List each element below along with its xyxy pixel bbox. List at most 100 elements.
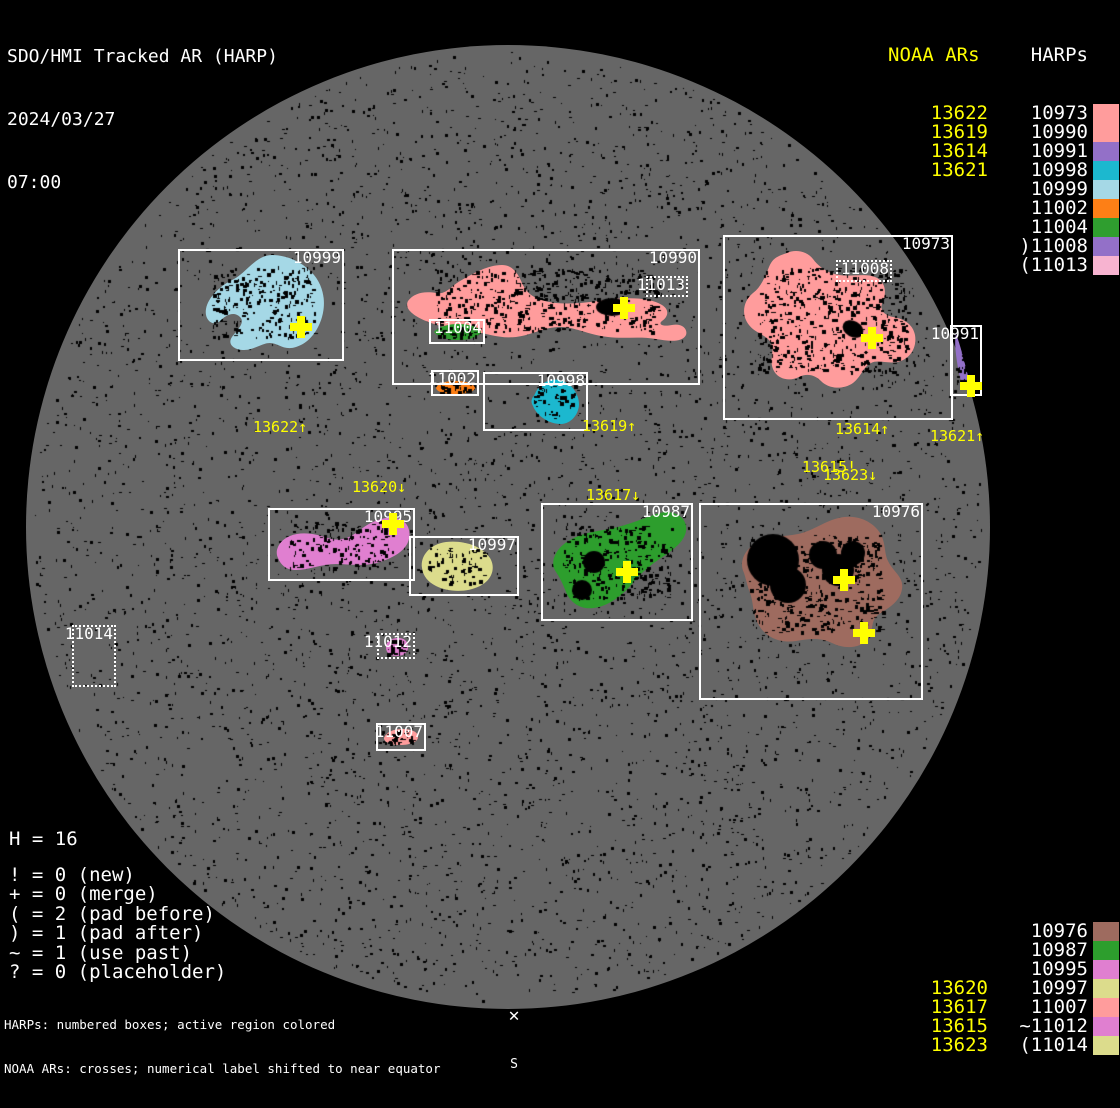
- legend-top-color-swatch: [1093, 218, 1119, 237]
- legend-bottom-noaa-ar: 13617: [930, 996, 988, 1018]
- harp-box-11004[interactable]: 11004: [429, 319, 485, 344]
- harp-box-10997[interactable]: 10997: [409, 536, 519, 596]
- legend-bottom-harp-id: 10997: [1030, 977, 1088, 999]
- harp-box-10999[interactable]: 10999: [178, 249, 344, 361]
- footnote-line-1: HARPs: numbered boxes; active region col…: [4, 1017, 336, 1032]
- noaa-cross-13623: [853, 622, 875, 644]
- harp-box-label-11012: 11012: [363, 632, 412, 651]
- harp-box-10991[interactable]: 10991: [931, 325, 982, 396]
- legend-top-color-swatch: [1093, 199, 1119, 218]
- legend-bottom-harp-id: 11007: [1030, 996, 1088, 1018]
- harp-box-11014[interactable]: 11014: [65, 625, 116, 687]
- legend-top-harp-id: 10991: [1030, 140, 1088, 162]
- pole-label: S: [510, 1057, 518, 1072]
- legend-bottom-color-swatch: [1093, 922, 1119, 941]
- legend-bottom-harp-id: 10976: [1030, 920, 1088, 942]
- legend-bottom-row: 13623 (11014: [888, 1036, 1119, 1055]
- noaa-cross-13621: [960, 375, 982, 397]
- noaa-cross-13617: [616, 561, 638, 583]
- noaa-ar-label-13617: 13617↓: [586, 486, 641, 504]
- legend-top-row: 11002: [888, 199, 1119, 218]
- noaa-ar-label-13623: 13623↓: [823, 466, 878, 484]
- harp-box-10987[interactable]: 10987: [541, 503, 693, 621]
- legend-bottom-color-swatch: [1093, 998, 1119, 1017]
- flag-statistics: ! = 0 (new) + = 0 (merge)( = 2 (pad befor…: [9, 864, 226, 982]
- legend-bottom-harp-id: ~11012: [1019, 1015, 1088, 1037]
- sunspot-detail-11007: [382, 728, 420, 746]
- legend-top-color-swatch: [1093, 180, 1119, 199]
- harp-box-10973[interactable]: 10973: [723, 235, 953, 420]
- harps-header: HARPs: [1030, 44, 1088, 66]
- legend-top-row: 13614 10991: [888, 142, 1119, 161]
- title-block: SDO/HMI Tracked AR (HARP) 2024/03/27 07:…: [7, 4, 278, 235]
- harp-total-count: H = 16: [9, 828, 78, 850]
- noaa-ar-label-13619: 13619↑: [582, 417, 637, 435]
- legend-top-row: (11013: [888, 256, 1119, 275]
- sunspot-detail-10973: [735, 245, 931, 395]
- legend-top-color-swatch: [1093, 104, 1119, 123]
- legend-bottom-harp-id: (11014: [1019, 1034, 1088, 1056]
- legend-bottom-color-swatch: [1093, 941, 1119, 960]
- harp-box-10998[interactable]: 10998: [483, 372, 588, 431]
- noaa-cross-13620: [382, 513, 404, 535]
- legend-top-harp-id: )11008: [1019, 235, 1088, 257]
- legend-top-noaa-ar: 13614: [930, 140, 988, 162]
- page-title: SDO/HMI Tracked AR (HARP): [7, 46, 278, 67]
- harp-box-label-10991: 10991: [930, 324, 979, 343]
- observation-time: 07:00: [7, 172, 62, 193]
- legend-top-harp-id: 10999: [1030, 178, 1088, 200]
- legend-bottom-noaa-ar: 13623: [930, 1034, 988, 1056]
- legend-bottom-harp-id: 10995: [1030, 958, 1088, 980]
- legend-bottom-noaa-ar: 13620: [930, 977, 988, 999]
- harp-box-10990[interactable]: 10990: [392, 249, 700, 385]
- legend-top-color-swatch: [1093, 161, 1119, 180]
- legend-bottom-row: 13620 10997: [888, 979, 1119, 998]
- harp-box-11008[interactable]: 11008: [836, 260, 892, 282]
- flag-stat-line: ! = 0 (new): [9, 864, 135, 886]
- legend-top-row: 11004: [888, 218, 1119, 237]
- legend-bottom-noaa-ar: 13615: [930, 1015, 988, 1037]
- legend-top-noaa-ar: 13621: [930, 159, 988, 181]
- flag-stat-line: ) = 1 (pad after): [9, 922, 204, 945]
- legend-bottom-row: 10995: [888, 960, 1119, 979]
- sunspot-detail-10997: [418, 540, 494, 592]
- legend-bottom-row: 13617 11007: [888, 998, 1119, 1017]
- legend-top-row: )11008: [888, 237, 1119, 256]
- legend-bottom-color-swatch: [1093, 1036, 1119, 1055]
- noaa-cross-13622: [290, 316, 312, 338]
- harp-box-label-11014: 11014: [64, 624, 113, 643]
- legend-bottom-rows: 10976 10987 10995 13620 10997 13617 11007 13615…: [888, 922, 1119, 1055]
- harp-box-10976[interactable]: 10976: [699, 503, 923, 700]
- pole-cross-icon: ✕: [508, 1005, 520, 1026]
- harp-box-11002[interactable]: 11002: [428, 370, 479, 396]
- noaa-cross-13619: [613, 297, 635, 319]
- harp-box-label-11004: 11004: [433, 318, 482, 337]
- noaa-ar-label-13615: 13615!: [802, 458, 857, 476]
- harp-box-11007[interactable]: 11007: [374, 722, 426, 751]
- legend-top-noaa-ar: 13622: [930, 102, 988, 124]
- noaa-cross-13614: [861, 327, 883, 349]
- legend-top-harp-id: 10973: [1030, 102, 1088, 124]
- harp-box-11012[interactable]: 11012: [364, 633, 415, 659]
- footnote-block: HARPs: numbered boxes; active region col…: [4, 989, 441, 1105]
- legend-top-color-swatch: [1093, 123, 1119, 142]
- legend-bottom: 10976 10987 10995 13620 10997 13617 11007 13615…: [888, 884, 1119, 1093]
- legend-top-color-swatch: [1093, 237, 1119, 256]
- legend-top-row: 13622 10973: [888, 104, 1119, 123]
- harp-box-11013[interactable]: 11013: [637, 276, 688, 297]
- legend-bottom-color-swatch: [1093, 979, 1119, 998]
- legend-top-row: 13621 10998: [888, 161, 1119, 180]
- legend-top-color-swatch: [1093, 142, 1119, 161]
- legend-top-row: 13619 10990: [888, 123, 1119, 142]
- legend-bottom-row: 10976: [888, 922, 1119, 941]
- legend-top-harp-id: 10990: [1030, 121, 1088, 143]
- harp-box-label-10999: 10999: [292, 248, 341, 267]
- noaa-ar-label-13620: 13620↓: [352, 478, 407, 496]
- legend-top: NOAA ARs HARPs 13622 10973 13619 10990 13614…: [888, 6, 1119, 313]
- flag-stat-line: + = 0 (merge): [9, 883, 158, 906]
- legend-top-harp-id: 11004: [1030, 216, 1088, 238]
- noaa-ar-label-13621: 13621↑: [930, 427, 985, 445]
- harp-box-label-11007: 11007: [374, 722, 423, 741]
- legend-bottom-color-swatch: [1093, 1017, 1119, 1036]
- harp-box-label-10976: 10976: [871, 502, 920, 521]
